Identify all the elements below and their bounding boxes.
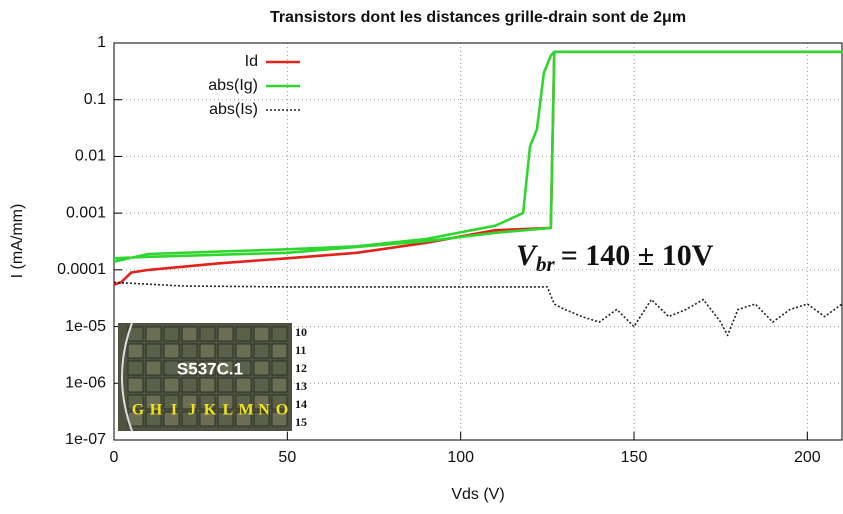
y-tick-label: 0.1 <box>84 91 106 108</box>
inset-cell <box>199 377 216 393</box>
inset-cell <box>271 343 288 359</box>
inset-row: 13 <box>295 379 307 393</box>
inset-column: H <box>150 402 163 419</box>
y-tick-label: 1e-06 <box>65 375 106 392</box>
inset-cell <box>181 343 198 359</box>
inset-cell <box>271 394 288 410</box>
inset-cell <box>163 411 180 427</box>
inset-cell <box>253 411 270 427</box>
inset-cell <box>199 394 216 410</box>
inset-cell <box>163 360 180 376</box>
y-axis-label: I (mA/mm) <box>9 204 26 279</box>
inset-column: L <box>223 402 234 419</box>
inset-cell <box>199 411 216 427</box>
inset-cell <box>127 343 144 359</box>
inset-column: I <box>171 402 177 419</box>
inset: S537C.1 G H I J K L M N O 10 11 12 13 14 15 <box>118 322 307 432</box>
x-tick-label: 50 <box>278 449 296 466</box>
annotation-text: = 140 ± 10V <box>561 239 714 272</box>
inset-row: 15 <box>295 415 307 429</box>
annotation: Vbr = 140 ± 10V <box>516 239 714 276</box>
inset-column: M <box>238 402 253 419</box>
inset-cell <box>127 394 144 410</box>
inset-cell <box>217 394 234 410</box>
inset-edge <box>121 322 133 432</box>
inset-column: N <box>258 402 270 419</box>
inset-cell <box>199 360 216 376</box>
inset-cell <box>127 360 144 376</box>
y-tick-label: 1 <box>97 34 106 51</box>
inset-cell <box>217 343 234 359</box>
x-tick-label: 100 <box>447 449 474 466</box>
inset-row: 12 <box>295 361 307 375</box>
x-tick-label: 200 <box>794 449 821 466</box>
inset-cell <box>199 343 216 359</box>
inset-cell <box>217 377 234 393</box>
inset-cell <box>145 326 162 342</box>
inset-cell <box>253 360 270 376</box>
inset-cell <box>235 377 252 393</box>
legend-label: abs(Is) <box>209 101 258 118</box>
plot-frame <box>113 42 843 441</box>
inset-cell <box>163 394 180 410</box>
x-tick-label: 150 <box>621 449 648 466</box>
inset-column: O <box>276 402 288 419</box>
inset-cell <box>271 377 288 393</box>
inset-cell <box>253 343 270 359</box>
inset-cell <box>271 326 288 342</box>
annotation-symbol: V <box>516 239 539 272</box>
y-tick-label: 1e-07 <box>65 431 106 448</box>
x-axis-label: Vds (V) <box>451 486 504 503</box>
inset-cell <box>235 360 252 376</box>
inset-cell <box>199 326 216 342</box>
inset-cell <box>181 394 198 410</box>
inset-cell <box>181 377 198 393</box>
inset-cell <box>163 326 180 342</box>
inset-cell <box>253 377 270 393</box>
inset-cell <box>163 343 180 359</box>
inset-cell <box>181 326 198 342</box>
inset-cell <box>145 343 162 359</box>
chart-title: Transistors dont les distances grille-dr… <box>270 9 686 26</box>
inset-cell <box>217 360 234 376</box>
annotation-subscript: br <box>536 252 556 276</box>
y-tick-label: 0.01 <box>75 148 106 165</box>
y-tick-label: 0.0001 <box>57 261 106 278</box>
inset-cell <box>127 377 144 393</box>
legend-label: abs(Ig) <box>208 77 258 94</box>
inset-column: K <box>204 402 217 419</box>
inset-cell <box>235 394 252 410</box>
y-tick-label: 0.001 <box>66 204 106 221</box>
inset-cell <box>145 377 162 393</box>
inset-cell <box>235 326 252 342</box>
inset-row: 10 <box>295 325 307 339</box>
inset-cell <box>271 360 288 376</box>
inset-cell <box>163 377 180 393</box>
inset-column: J <box>188 402 196 419</box>
inset-cell <box>145 411 162 427</box>
inset-cell <box>235 411 252 427</box>
inset-cell <box>181 411 198 427</box>
inset-cell <box>181 360 198 376</box>
inset-cell <box>253 326 270 342</box>
inset-cell <box>145 360 162 376</box>
series-line <box>113 50 843 263</box>
inset-column: G <box>132 402 145 419</box>
inset-cell <box>271 411 288 427</box>
inset-row: 11 <box>295 343 306 357</box>
y-tick-label: 1e-05 <box>65 318 106 335</box>
inset-row: 14 <box>295 397 307 411</box>
inset-cell <box>217 411 234 427</box>
inset-cell <box>235 343 252 359</box>
inset-cell <box>253 394 270 410</box>
inset-cell <box>217 326 234 342</box>
inset-label: S537C.1 <box>177 359 243 378</box>
inset-cell <box>145 394 162 410</box>
x-tick-label: 0 <box>110 449 119 466</box>
legend-label: Id <box>245 53 258 70</box>
